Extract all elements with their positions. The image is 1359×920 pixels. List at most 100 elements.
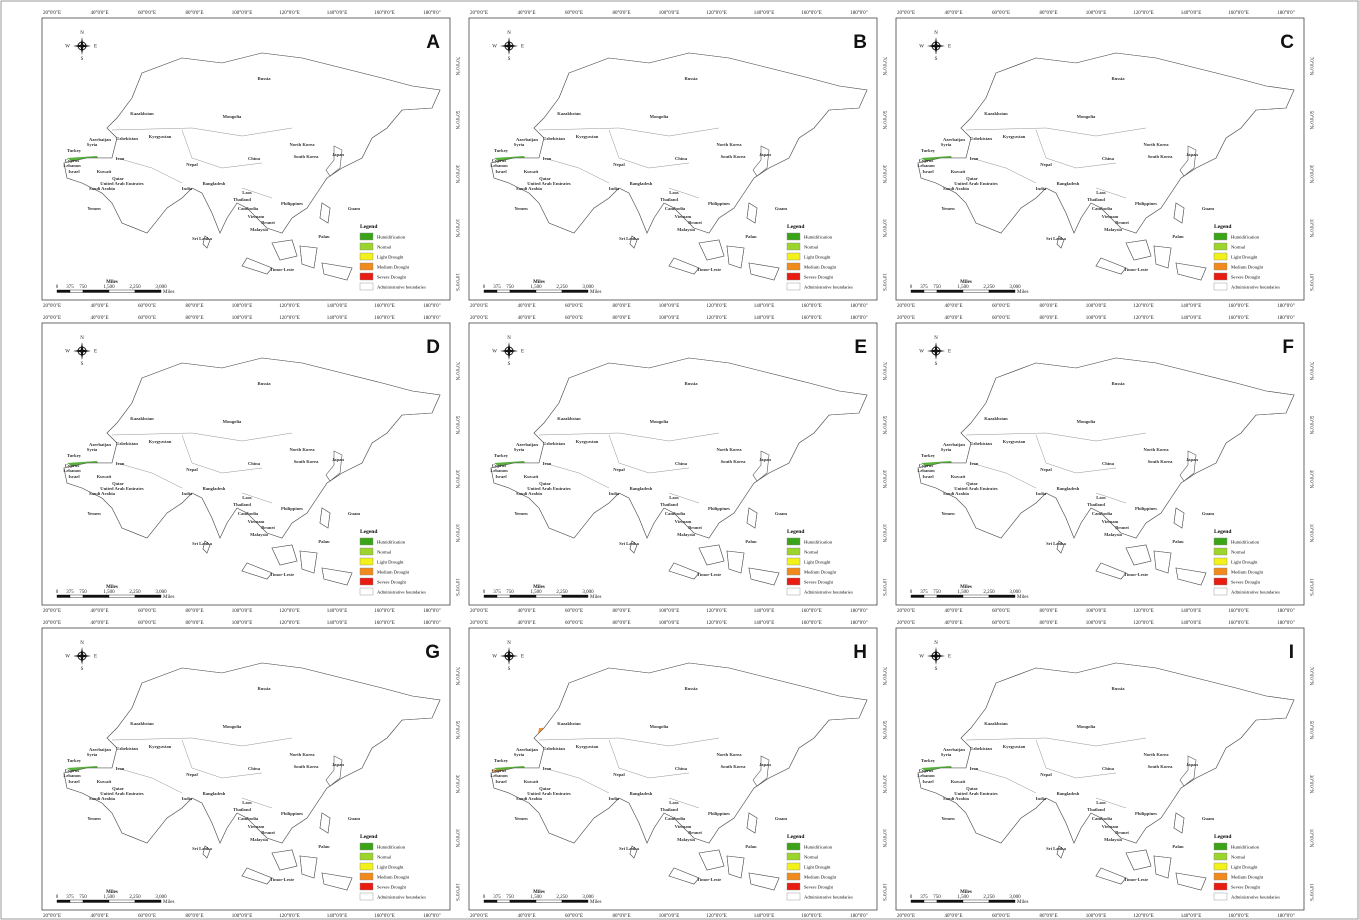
latitude-label: 50°0'0"N: [1308, 416, 1313, 435]
place-label: Russia: [257, 76, 271, 81]
legend-label: Severe Drought: [804, 275, 834, 280]
place-label: Mongolia: [650, 419, 669, 424]
legend-title: Legend: [360, 224, 377, 230]
longitude-label: 60°0'0"E: [138, 914, 156, 919]
legend-label: Light Drought: [804, 255, 831, 260]
place-label: Iran: [116, 461, 125, 466]
compass-label: W: [919, 655, 924, 660]
longitude-label: 60°0'0"E: [565, 316, 583, 321]
legend-swatch: [1213, 547, 1228, 556]
longitude-label: 140°0'0"E: [327, 621, 348, 626]
longitude-label: 160°0'0"E: [1228, 316, 1249, 321]
place-label: Japan: [759, 457, 771, 462]
place-label: Kazakhstan: [130, 416, 154, 421]
compass-label: N: [934, 336, 938, 341]
place-label: Nepal: [186, 162, 198, 167]
scale-segment: [535, 594, 563, 598]
legend-swatch: [1213, 882, 1228, 891]
place-label: Sri Lanka: [619, 236, 639, 241]
longitude-label: 180°0'0": [1277, 621, 1294, 626]
place-label: Kuwait: [97, 169, 112, 174]
place-label: Russia: [684, 76, 698, 81]
place-label: Japan: [332, 762, 344, 767]
longitude-label: 160°0'0"E: [1228, 621, 1249, 626]
legend-swatch: [1213, 557, 1228, 566]
scale-segment: [134, 899, 162, 903]
longitude-label: 80°0'0"E: [613, 621, 631, 626]
place-label: Syria: [514, 752, 525, 757]
latitude-label: 50°0'0"N: [454, 416, 459, 435]
compass-label: E: [948, 655, 951, 660]
latitude-label: 70°0'0"N: [881, 667, 886, 686]
place-label: Israel: [922, 779, 934, 784]
longitude-label: 120°0'0"E: [706, 316, 727, 321]
latitude-label: 30°0'0"N: [454, 165, 459, 184]
legend-swatch: [786, 577, 801, 586]
panel-letter: B: [853, 32, 867, 53]
place-label: Yemen: [514, 511, 528, 516]
place-label: Russia: [684, 381, 698, 386]
latitude-label: 50°0'0"N: [454, 111, 459, 130]
place-label: Brunei: [261, 525, 275, 530]
compass-label: S: [81, 57, 84, 62]
place-label: Laos: [242, 800, 252, 805]
scale-tick-label: 750: [79, 895, 87, 900]
longitude-label: 20°0'0"E: [897, 11, 915, 16]
longitude-label: 140°0'0"E: [1181, 316, 1202, 321]
scale-tick-label: 1,500: [957, 285, 969, 290]
longitude-label: 100°0'0"E: [232, 621, 253, 626]
longitude-label: 60°0'0"E: [992, 11, 1010, 16]
legend-swatch: [786, 252, 801, 261]
scale-tick-label: 375: [920, 285, 928, 290]
place-label: Laos: [1096, 190, 1106, 195]
place-label: Syria: [87, 142, 98, 147]
place-label: Palau: [318, 234, 330, 239]
latitude-label: 30°0'0"N: [1308, 775, 1313, 794]
legend-title: Legend: [360, 529, 377, 535]
place-label: South Korea: [1148, 764, 1174, 769]
legend-swatch: [786, 262, 801, 271]
place-label: Azerbaijan: [516, 137, 538, 142]
place-label: Guam: [348, 816, 360, 821]
scale-tick-label: 375: [66, 895, 74, 900]
longitude-label: 180°0'0": [1277, 914, 1294, 919]
longitude-label: 80°0'0"E: [1040, 304, 1058, 309]
place-label: Kyrgyzstan: [576, 744, 599, 749]
place-label: Lebanon: [490, 163, 508, 168]
longitude-label: 120°0'0"E: [279, 914, 300, 919]
north-arrow: N S E W: [65, 336, 97, 367]
place-label: North Korea: [289, 142, 315, 147]
place-label: Japan: [332, 152, 344, 157]
compass-needle: [500, 37, 518, 55]
legend-swatch: [359, 882, 374, 891]
longitude-label: 180°0'0": [1277, 11, 1294, 16]
legend-label: Humidification: [1231, 540, 1260, 545]
scale-tick-label: 750: [506, 590, 514, 595]
legend-swatch: [359, 587, 374, 596]
legend-swatch: [359, 242, 374, 251]
place-label: Bangladesh: [630, 791, 653, 796]
panel-letter: C: [1280, 32, 1294, 53]
place-label: Qatar: [112, 786, 124, 791]
place-label: Lebanon: [917, 468, 935, 473]
legend-label: Normal: [377, 245, 392, 250]
scale-tick-label: 3,000: [582, 590, 594, 595]
place-label: Thailand: [1087, 502, 1105, 507]
place-label: Iran: [116, 156, 125, 161]
place-label: Cambodia: [238, 816, 259, 821]
longitude-label: 160°0'0"E: [1228, 609, 1249, 614]
place-label: Iran: [970, 461, 979, 466]
place-label: India: [182, 796, 193, 801]
place-label: Cambodia: [1092, 206, 1113, 211]
scale-tick-label: 375: [493, 590, 501, 595]
place-label: Nepal: [613, 467, 625, 472]
place-label: Palau: [745, 539, 757, 544]
north-arrow: N S E W: [492, 31, 524, 62]
latitude-label: 10°0'0"N: [881, 524, 886, 543]
place-label: Japan: [1186, 762, 1198, 767]
longitude-label: 120°0'0"E: [706, 11, 727, 16]
map-panel: B N S E W 20°0'0"E 20°0'0"E 40°0'0"E 40°0'0"E 60°…: [468, 11, 886, 309]
